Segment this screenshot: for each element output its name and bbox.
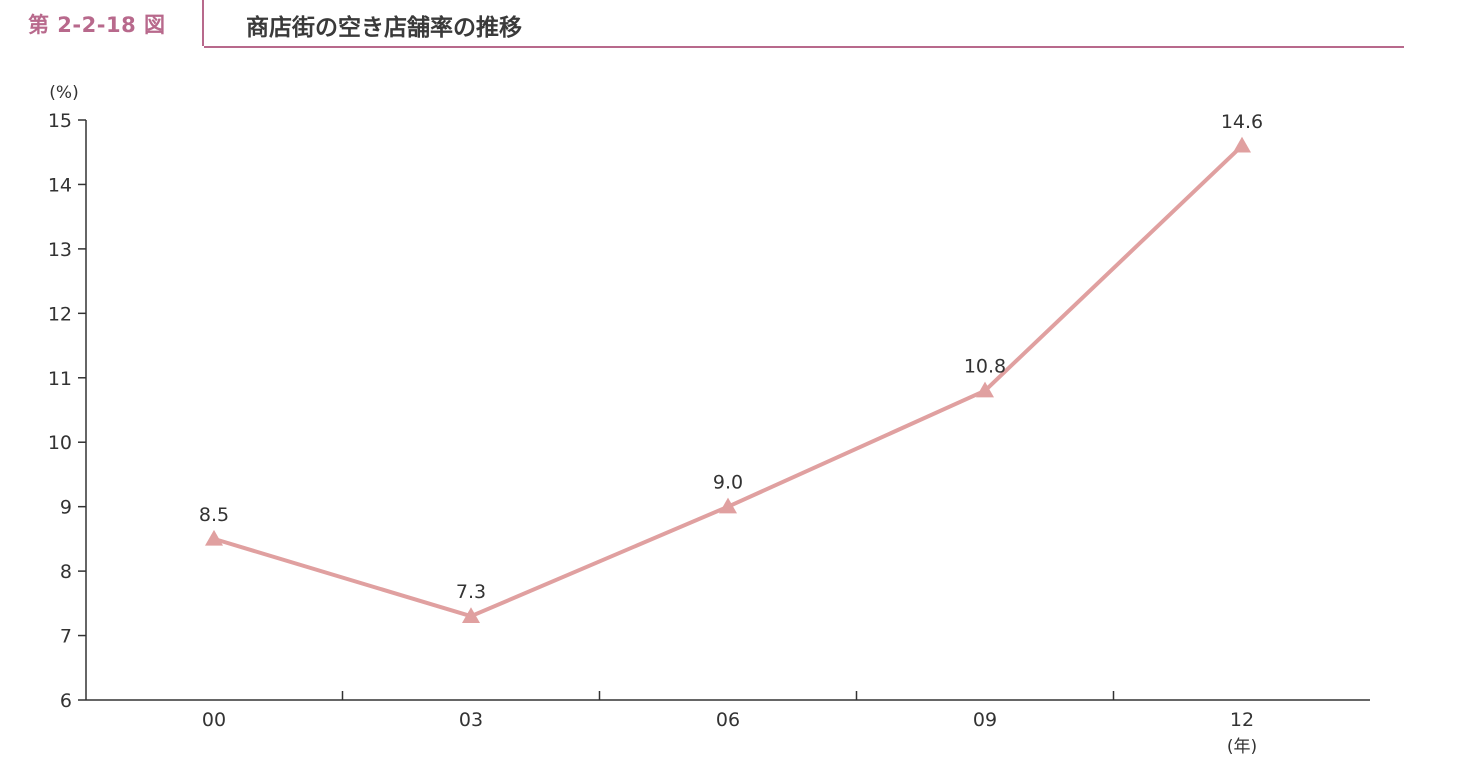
y-tick-label: 11: [48, 368, 72, 390]
y-tick-label: 13: [48, 239, 72, 261]
figure-number: 第 2-2-18 図: [28, 13, 166, 37]
data-value-label: 10.8: [964, 356, 1006, 378]
x-axis-ticks: 00 03 06 09 12: [202, 691, 1254, 731]
data-labels: 8.5 7.3 9.0 10.8 14.6: [199, 111, 1263, 603]
data-point-marker: [719, 497, 737, 514]
data-value-label: 14.6: [1221, 111, 1263, 133]
x-tick-label: 03: [459, 709, 483, 731]
data-value-label: 7.3: [456, 581, 486, 603]
x-tick-label: 12: [1230, 709, 1254, 731]
y-tick-label: 6: [60, 690, 72, 712]
y-tick-label: 8: [60, 561, 72, 583]
figure-header: 第 2-2-18 図 商店街の空き店舗率の推移: [0, 0, 1404, 48]
chart-series: [205, 136, 1251, 623]
figure-title: 商店街の空き店舗率の推移: [246, 15, 522, 41]
y-tick-label: 14: [48, 174, 72, 196]
y-tick-label: 7: [60, 626, 72, 648]
series-line: [213, 144, 1244, 619]
y-tick-label: 15: [48, 110, 72, 132]
x-tick-label: 00: [202, 709, 226, 731]
y-tick-label: 10: [48, 432, 72, 454]
y-tick-label: 12: [48, 303, 72, 325]
data-point-marker: [976, 381, 994, 398]
header-rule: [204, 46, 1404, 48]
x-axis-unit-label: (年): [1227, 737, 1257, 757]
y-tick-label: 9: [60, 497, 72, 519]
data-value-label: 8.5: [199, 504, 229, 526]
data-point-marker: [462, 607, 480, 623]
y-axis-unit-label: (%): [49, 83, 78, 103]
figure-number-tab: 第 2-2-18 図: [0, 0, 204, 46]
data-point-marker: [1233, 136, 1251, 153]
x-tick-label: 06: [716, 709, 740, 731]
data-value-label: 9.0: [713, 472, 743, 494]
data-point-marker: [205, 529, 223, 546]
chart-axes: [85, 120, 1370, 701]
y-axis-ticks: 6 7 8 9 10 11 12 13 14 15: [48, 110, 86, 712]
x-tick-label: 09: [973, 709, 997, 731]
